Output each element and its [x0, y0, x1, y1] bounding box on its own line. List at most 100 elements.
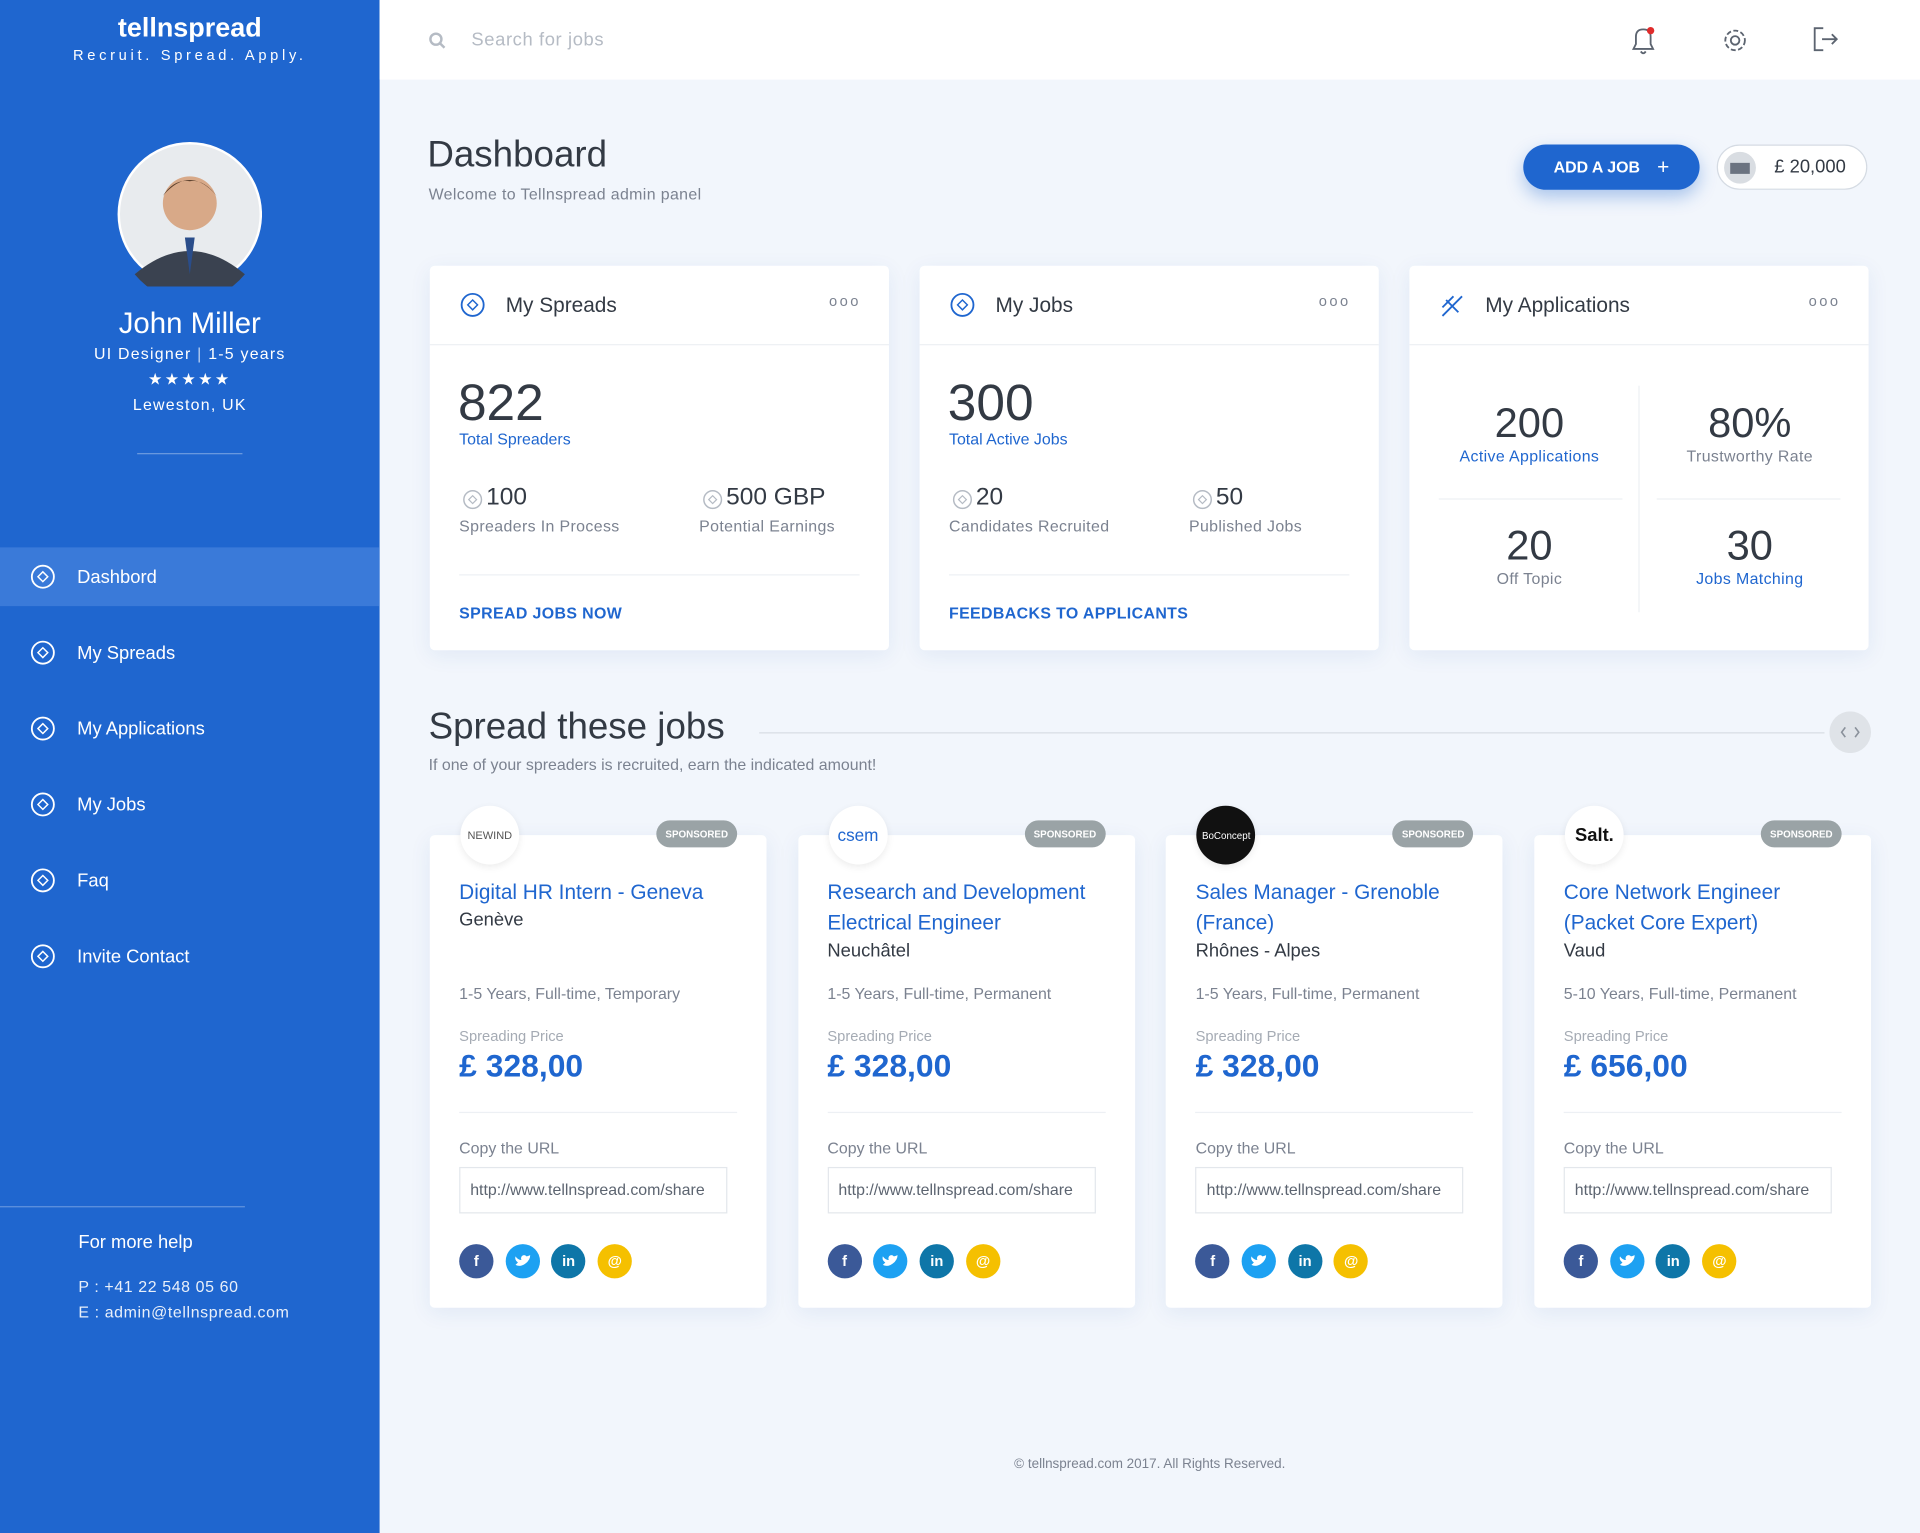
nav-item[interactable]: My Jobs [0, 775, 380, 834]
divider [459, 574, 860, 576]
nav-icon [30, 564, 55, 589]
nav-icon [30, 792, 55, 817]
help-phone: P : +41 22 548 05 60 [78, 1277, 239, 1296]
nav-icon [30, 944, 55, 969]
share-button[interactable] [873, 1244, 908, 1279]
nav-item[interactable]: Invite Contact [0, 927, 380, 986]
job-location: Neuchâtel [827, 940, 911, 962]
share-button[interactable] [1609, 1244, 1645, 1279]
company-logo: BoConcept [1196, 805, 1256, 865]
divider [0, 1206, 245, 1208]
divider [429, 344, 889, 346]
price-label: Spreading Price [1195, 1027, 1301, 1045]
main-value: 822 [457, 373, 544, 432]
job-title[interactable]: Digital HR Intern - Geneva [459, 880, 704, 904]
section-title: Spread these jobs [428, 706, 725, 747]
share-button[interactable]: in [1287, 1244, 1323, 1279]
card-link[interactable]: FEEDBACKS TO APPLICANTS [948, 603, 1189, 623]
settings-icon[interactable] [1722, 27, 1749, 54]
share-button[interactable]: f [1195, 1244, 1230, 1279]
card-icon [460, 292, 485, 317]
more[interactable]: ooo [1808, 292, 1841, 310]
nav-item[interactable]: My Applications [0, 699, 380, 758]
company-name: NEWIND [467, 828, 513, 842]
share-button[interactable]: @ [597, 1244, 632, 1279]
bell-icon[interactable] [1629, 24, 1658, 56]
share-button[interactable]: in [551, 1244, 586, 1279]
button-label: ADD A JOB [1553, 157, 1640, 177]
item-icon [703, 490, 723, 510]
job-location: Rhônes - Alpes [1195, 940, 1321, 962]
divider [948, 574, 1350, 576]
search-icon [429, 32, 446, 49]
nav-item[interactable]: Faq [0, 851, 380, 910]
share-button[interactable] [505, 1244, 540, 1279]
share-button[interactable]: @ [965, 1244, 1001, 1279]
share-button[interactable]: f [459, 1244, 494, 1279]
card-title: My Spreads [505, 293, 617, 318]
avatar [117, 142, 263, 287]
price: £ 328,00 [459, 1046, 584, 1084]
share-button[interactable]: @ [1334, 1244, 1369, 1279]
card-icon [950, 292, 975, 317]
share-button[interactable]: @ [1702, 1244, 1737, 1279]
nav-item[interactable]: Dashbord [0, 547, 380, 607]
more[interactable]: ooo [1318, 292, 1351, 310]
carousel-arrows[interactable] [1829, 711, 1872, 754]
divider [759, 732, 1825, 734]
add-job-button[interactable]: ADD A JOB + [1523, 144, 1700, 190]
location: Leweston, UK [132, 395, 247, 414]
tagline: Recruit. Spread. Apply. [72, 46, 307, 64]
job-title[interactable]: Sales Manager - Grenoble (France) [1195, 880, 1440, 935]
cell-value: 200 [1494, 400, 1565, 447]
share-button[interactable]: f [827, 1244, 862, 1279]
balance[interactable]: £ 20,000 [1716, 144, 1868, 190]
share-button[interactable] [1241, 1244, 1277, 1279]
divider [827, 1111, 1106, 1114]
item-label: Spreaders In Process [459, 516, 620, 536]
divider [1563, 1111, 1842, 1114]
url-label: Copy the URL [1563, 1138, 1664, 1158]
card-link[interactable]: SPREAD JOBS NOW [459, 603, 623, 623]
divider [1656, 498, 1841, 500]
applications-card: My Applications ooo 200 Active Applicatio… [1409, 265, 1869, 651]
nav-icon [30, 716, 55, 741]
page-subtitle: Welcome to Tellnspread admin panel [428, 184, 702, 204]
nav-label: Invite Contact [77, 945, 190, 967]
job-body: Core Network Engineer (Packet Core Exper… [1564, 877, 1827, 961]
nav-label: My Spreads [77, 642, 176, 664]
share-button[interactable]: in [1656, 1244, 1691, 1279]
cell-value: 20 [1506, 522, 1553, 570]
cell-label: Off Topic [1496, 569, 1563, 588]
nav-label: Faq [77, 870, 109, 891]
sidebar: tellnspread Recruit. Spread. Apply. John… [0, 0, 380, 1533]
more[interactable]: ooo [828, 292, 861, 310]
help-title: For more help [78, 1231, 193, 1253]
job-body: Research and Development Electrical Engi… [827, 877, 1090, 961]
url-input[interactable]: http://www.tellnspread.com/share [1195, 1166, 1464, 1214]
nav-item[interactable]: My Spreads [0, 623, 380, 682]
badge: SPONSORED [1392, 820, 1474, 848]
nav-icon [30, 868, 55, 893]
item-value: 100 [486, 483, 527, 511]
stat-card: My Spreads ooo 822 Total Spreaders 100 Spread… [429, 265, 889, 651]
money-icon [1724, 151, 1756, 184]
search-input[interactable]: Search for jobs [471, 29, 605, 51]
item-label: Potential Earnings [699, 516, 836, 536]
url-input[interactable]: http://www.tellnspread.com/share [1563, 1166, 1832, 1214]
badge: SPONSORED [1760, 820, 1842, 848]
cell-value: 80% [1708, 400, 1792, 447]
job-title[interactable]: Core Network Engineer (Packet Core Exper… [1563, 880, 1781, 935]
share-button[interactable]: in [919, 1244, 954, 1279]
share-button[interactable]: f [1563, 1244, 1599, 1279]
price: £ 328,00 [1195, 1046, 1320, 1084]
main-value: 300 [947, 373, 1034, 432]
url-input[interactable]: http://www.tellnspread.com/share [459, 1166, 728, 1214]
logout-icon[interactable] [1812, 26, 1839, 53]
card-icon [1441, 295, 1463, 317]
cell-value: 30 [1726, 522, 1773, 570]
job-title[interactable]: Research and Development Electrical Engi… [827, 880, 1086, 935]
nav-label: My Jobs [77, 794, 146, 815]
url-input[interactable]: http://www.tellnspread.com/share [827, 1166, 1096, 1214]
top-bar: Search for jobs [379, 0, 1920, 80]
